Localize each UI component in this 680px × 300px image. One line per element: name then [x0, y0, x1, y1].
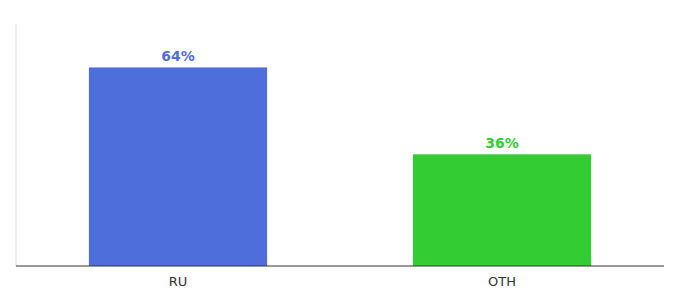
data-label: 64% — [161, 48, 195, 64]
x-tick-label: RU — [169, 274, 188, 289]
bar — [413, 154, 591, 266]
bars — [89, 67, 591, 266]
x-tick-label: OTH — [488, 274, 516, 289]
data-label: 36% — [485, 135, 519, 151]
chart-container: 64% 36% RU OTH — [0, 0, 680, 300]
x-axis-line — [16, 266, 664, 267]
bar — [89, 67, 267, 266]
chart: 64% 36% RU OTH — [0, 0, 680, 300]
y-axis-line — [16, 24, 17, 266]
